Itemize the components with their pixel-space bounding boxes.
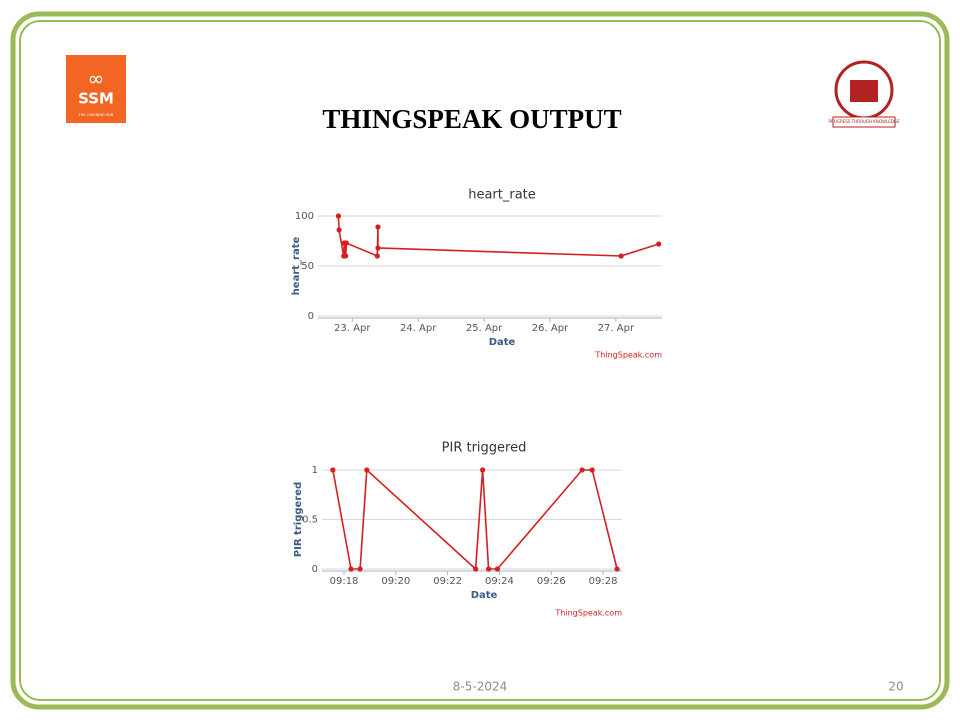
logo-bg [66, 55, 126, 123]
data-point [343, 253, 349, 259]
slide-border-inner [19, 20, 941, 701]
data-point [494, 566, 500, 572]
chart-title: heart_rate [468, 188, 536, 203]
y-tick-label: 0.5 [302, 515, 318, 526]
y-tick-label: 1 [312, 465, 318, 476]
data-point [375, 245, 381, 251]
logo-emblem [850, 80, 878, 102]
y-tick-label: 50 [301, 261, 314, 272]
data-point [656, 241, 662, 247]
logo-banner [832, 116, 896, 128]
data-point [480, 467, 486, 473]
data-point [335, 213, 342, 219]
data-point [336, 227, 342, 233]
slide-number: 20 [888, 680, 903, 694]
x-tick-label: 24. Apr [400, 323, 437, 334]
data-point [473, 566, 479, 572]
x-tick-label: 09:26 [537, 576, 566, 587]
y-tick-label: 0 [312, 564, 318, 575]
x-tick-label: 09:20 [381, 576, 410, 587]
x-tick-label: 26. Apr [532, 323, 569, 334]
data-point [375, 224, 381, 230]
data-point [614, 566, 620, 572]
logo-right: PROGRESS THROUGH KNOWLEDGE [829, 60, 900, 128]
y-axis-label: PIR triggered [293, 482, 304, 557]
logo-text: SSM [78, 90, 114, 108]
x-axis-label: Date [471, 590, 498, 601]
x-tick-label: 09:18 [330, 576, 359, 587]
y-tick-label: 0 [308, 311, 314, 322]
data-point [330, 467, 336, 473]
slide-title: THINGSPEAK OUTPUT [322, 104, 621, 134]
data-point [374, 253, 380, 259]
logo-icon: ∞ [88, 67, 105, 91]
credit: ThingSpeak.com [554, 609, 622, 618]
chart-title: PIR triggered [442, 441, 527, 456]
credit: ThingSpeak.com [594, 351, 662, 360]
slide-border [10, 11, 950, 710]
chart: heart_rate 0 50 100 23. Apr 24. Apr 25. Apr 26.… [291, 188, 662, 360]
chart: PIR triggered 0 0.5 1 09:18 09:20 09:22 09:24 09… [293, 441, 622, 618]
x-tick-label: 25. Apr [466, 323, 503, 334]
slide-date: 8-5-2024 [453, 680, 507, 694]
data-point [485, 566, 492, 572]
logo-left: ∞ SSM THE LEARNING HUB [66, 55, 126, 123]
x-axis-label: Date [489, 337, 516, 348]
data-point [589, 467, 595, 473]
x-tick-label: 23. Apr [334, 323, 371, 334]
x-tick-label: 09:22 [433, 576, 462, 587]
x-tick-label: 09:28 [589, 576, 618, 587]
data-point [579, 467, 585, 473]
logo-subtext: THE LEARNING HUB [78, 113, 114, 117]
y-tick-label: 100 [295, 211, 314, 222]
logo-subtext: PROGRESS THROUGH KNOWLEDGE [829, 119, 900, 124]
data-point [357, 566, 363, 572]
data-point [364, 467, 370, 473]
data-point [348, 566, 354, 572]
x-tick-label: 27. Apr [598, 323, 635, 334]
data-point [618, 253, 624, 259]
data-line [337, 215, 659, 258]
data-point [343, 240, 349, 246]
x-tick-label: 09:24 [485, 576, 514, 587]
y-axis-label: heart_rate [291, 236, 302, 295]
